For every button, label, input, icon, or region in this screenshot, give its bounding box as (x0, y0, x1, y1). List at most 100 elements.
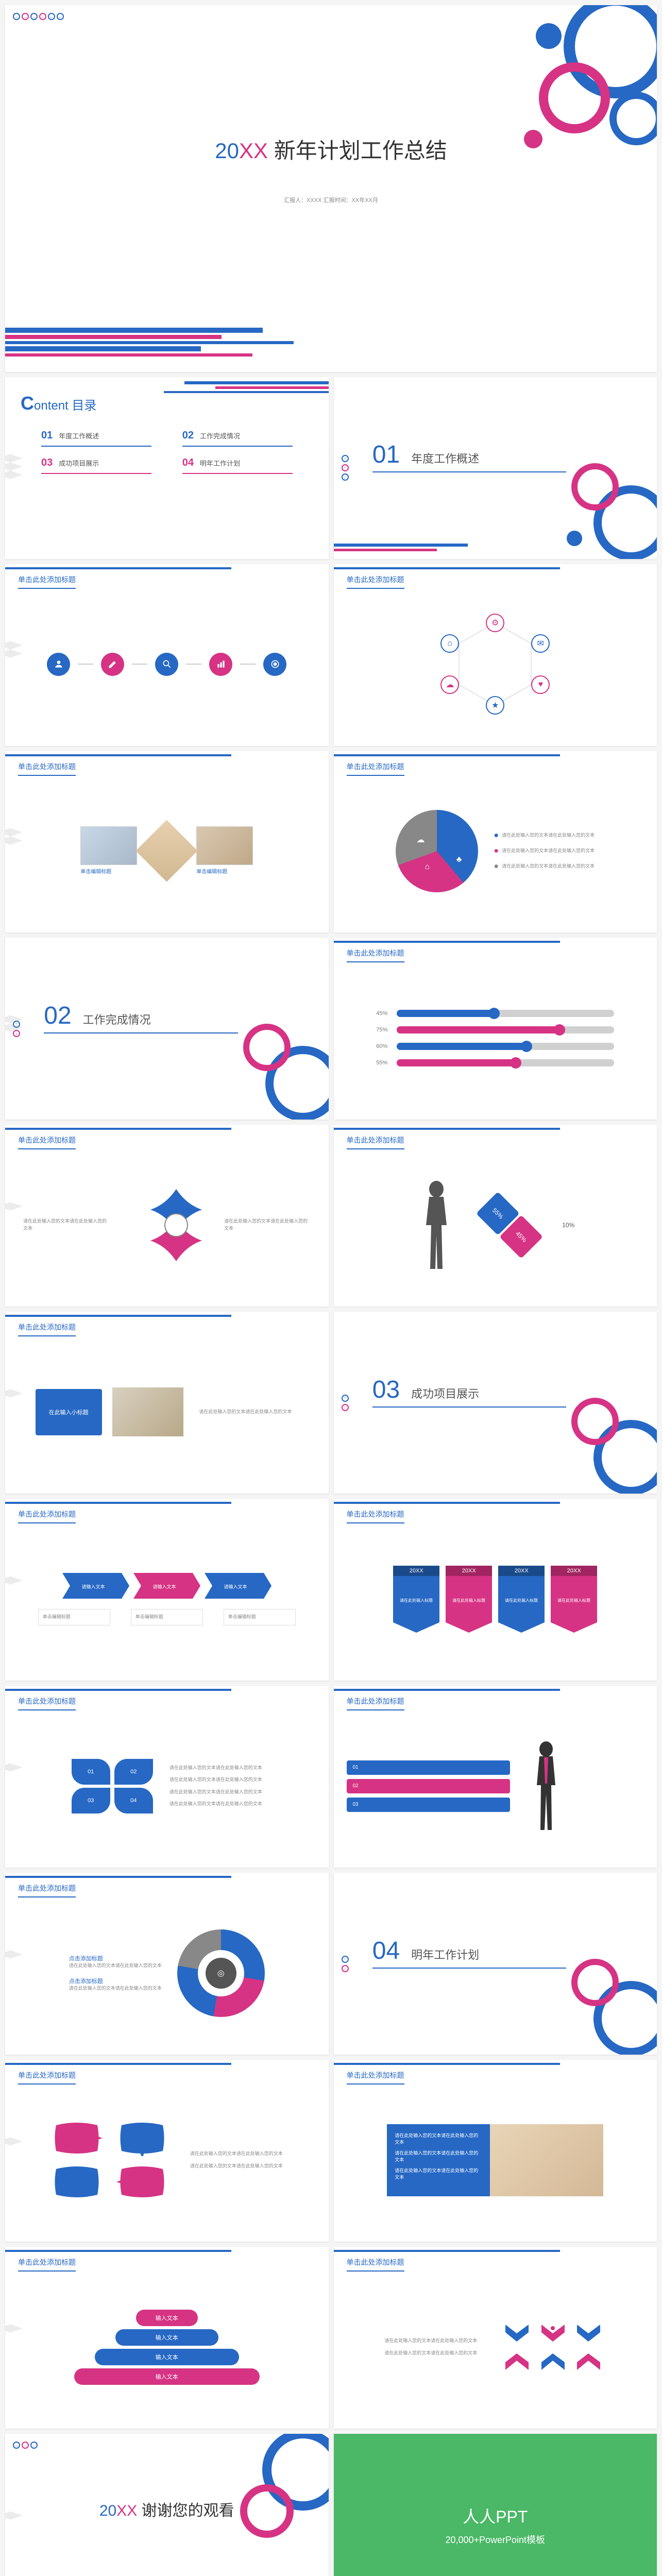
bars-silhouette-slide: 单击此处添加标题 01 02 03 (334, 1686, 657, 1868)
content-text: 明年工作计划 (200, 458, 240, 468)
section-number: 02 (44, 1002, 71, 1030)
section-title: 年度工作概述 (411, 450, 479, 466)
content-num: 01 (41, 430, 53, 442)
arrow-boxes-row: 请输入文本 请输入文本 请输入文本 (62, 1573, 271, 1599)
section-number: 01 (372, 440, 400, 469)
thanks-title: 20XX 谢谢您的观看 (99, 2498, 234, 2520)
slide-title: 单击此处添加标题 (347, 574, 404, 589)
content-heading: Content 目录 (21, 393, 313, 414)
slide-title: 单击此处添加标题 (18, 1322, 76, 1336)
chevron-grid (503, 2322, 606, 2372)
hex-node-icon: ☁ (440, 675, 459, 694)
top-stripe (5, 2063, 231, 2065)
top-stripe (5, 567, 231, 569)
text-block: 请在此处输入您的文本请在此处输入您的文本 (169, 1789, 262, 1796)
photo-placeholder (112, 1387, 184, 1436)
arrow-decoration-top: → → ← (13, 2442, 38, 2449)
slide-title: 单击此处添加标题 (347, 948, 404, 962)
text-card: 单击编辑标题 (131, 1609, 203, 1625)
extra-label: 10% (562, 1222, 574, 1229)
circle-decoration (471, 5, 657, 191)
slide-title: 单击此处添加标题 (18, 574, 76, 589)
top-stripe (5, 1689, 231, 1691)
text-block: 请在此处输入您的文本请在此处输入您的文本 (69, 1985, 162, 1992)
photo-caption: 单击编辑标题 (80, 868, 137, 876)
text-block: 请在此处输入您的文本请在此处输入您的文本 (384, 2350, 487, 2357)
circle-decoration (544, 1941, 657, 2055)
gear-slide: 单击此处添加标题 请在此处输入您的文本请在此处输入您的文本 请在此处输入您的文本… (5, 1125, 329, 1307)
donut-slide: 单击此处添加标题 点击添加标题请在此处输入您的文本请在此处输入您的文本 点击添加… (5, 1873, 329, 2055)
circle-decoration (544, 1380, 657, 1494)
slide-title: 单击此处添加标题 (347, 2257, 404, 2272)
bar-decoration (5, 328, 294, 357)
section-01-slide: ↑ ↑ ↓ 01 年度工作概述 (334, 377, 657, 559)
photo-placeholder (80, 826, 137, 865)
puzzle-slide: 单击此处添加标题 请在此处输入您的文本请在此处输入您的文本 请在此处输入您的文本… (5, 2060, 329, 2242)
cross-diagram (130, 1179, 203, 1272)
arrow-text: 请输入文本 (81, 1584, 105, 1589)
legend-text: 请在此处输入您的文本请在此处输入您的文本 (502, 863, 595, 870)
footer-slide: 人人PPT 20,000+PowerPoint模板 (334, 2434, 657, 2576)
text-block: 请在此处输入您的文本请在此处输入您的文本 (169, 1801, 262, 1808)
top-stripe (5, 1876, 231, 1878)
top-stripe (334, 2063, 560, 2065)
content-num: 02 (182, 430, 194, 442)
slide-title: 单击此处添加标题 (347, 761, 404, 776)
section-04-slide: ↑ ↓ 04 明年工作计划 (334, 1873, 657, 2055)
title-slide: → → → ← ← ← 20XX 新年计划工作总结 汇报人：XXXX 汇报时间：… (5, 5, 657, 372)
bar-decoration (164, 381, 329, 393)
progress-label: 45% (376, 1010, 392, 1016)
callout-slide: 单击此处添加标题 在此输入小标题 请在此处输入您的文本请在此处输入您的文本 (5, 1312, 329, 1494)
section-underline (44, 1032, 238, 1033)
slide-title: 单击此处添加标题 (18, 2070, 76, 2084)
point-title: 点击添加标题 (69, 1954, 162, 1962)
slide-title: 单击此处添加标题 (347, 1696, 404, 1710)
banner-year: 20XX (393, 1566, 439, 1576)
photo-grid: 单击编辑标题 单击编辑标题 (80, 826, 253, 876)
svg-text:请在此处输入标题: 请在此处输入标题 (400, 1598, 433, 1603)
content-num: 04 (182, 457, 194, 469)
slide-title: 单击此处添加标题 (18, 761, 76, 776)
svg-text:请在此处输入标题: 请在此处输入标题 (452, 1598, 485, 1603)
donut-chart: ◎ (177, 1929, 265, 2017)
leaf: 01 (72, 1759, 110, 1785)
text-block: 请在此处输入您的文本请在此处输入您的文本 (169, 1765, 262, 1772)
progress-label: 60% (376, 1043, 392, 1049)
chart-icon (209, 653, 232, 676)
bar-row: 01 (347, 1760, 511, 1775)
content-text: 年度工作概述 (59, 431, 99, 440)
progress-label: 55% (376, 1060, 392, 1066)
progress-slide: 单击此处添加标题 45% 75% 60% 55% (334, 938, 657, 1120)
slide-title: 单击此处添加标题 (347, 1509, 404, 1523)
target-icon: ◎ (206, 1958, 236, 1989)
slide-title: 单击此处添加标题 (18, 2257, 76, 2272)
slide-title: 单击此处添加标题 (347, 1135, 404, 1149)
hexagon-diagram: ⚙ ✉ ♥ ★ ☁ ⌂ (444, 613, 547, 716)
hex-node-icon: ⌂ (440, 634, 459, 653)
slide-title: 单击此处添加标题 (18, 1696, 76, 1710)
arrow-decoration-side: ↑ ↓ (342, 1395, 349, 1411)
person-silhouette (416, 1179, 457, 1272)
chevron-slide: 单击此处添加标题 请在此处输入您的文本请在此处输入您的文本 请在此处输入您的文本… (334, 2247, 657, 2429)
leaf-group: 01 02 03 04 (72, 1759, 154, 1814)
content-slide: Content 目录 01 年度工作概述 02 工作完成情况 03 成功项目展示… (5, 377, 329, 559)
square-group: 55% 45% (476, 1192, 543, 1259)
text-block: 请在此处输入您的文本请在此处输入您的文本 (18, 1213, 114, 1237)
leaf: 03 (72, 1788, 110, 1814)
top-stripe (334, 1128, 560, 1130)
photo-diamond (136, 820, 198, 882)
photo-large (490, 2124, 603, 2196)
section-underline (372, 471, 567, 472)
point-title: 点击添加标题 (69, 1977, 162, 1985)
top-stripe (334, 941, 560, 943)
blue-photo-slide: 单击此处添加标题 请在此处输入您的文本请在此处输入您的文本 请在此处输入您的文本… (334, 2060, 657, 2242)
photo-placeholder (196, 826, 253, 865)
text-block: 请在此处输入您的文本请在此处输入您的文本 (69, 1962, 162, 1970)
slide-title: 单击此处添加标题 (18, 1509, 76, 1523)
person-icon (47, 653, 70, 676)
section-title: 明年工作计划 (411, 1946, 479, 1962)
svg-text:请输入文本: 请输入文本 (152, 1584, 176, 1589)
leaves-slide: 单击此处添加标题 01 02 03 04 请在此处输入您的文本请在此处输入您的文… (5, 1686, 329, 1868)
pyramid-row: 输入文本 (136, 2310, 198, 2326)
svg-text:请在此处输入标题: 请在此处输入标题 (557, 1598, 590, 1603)
